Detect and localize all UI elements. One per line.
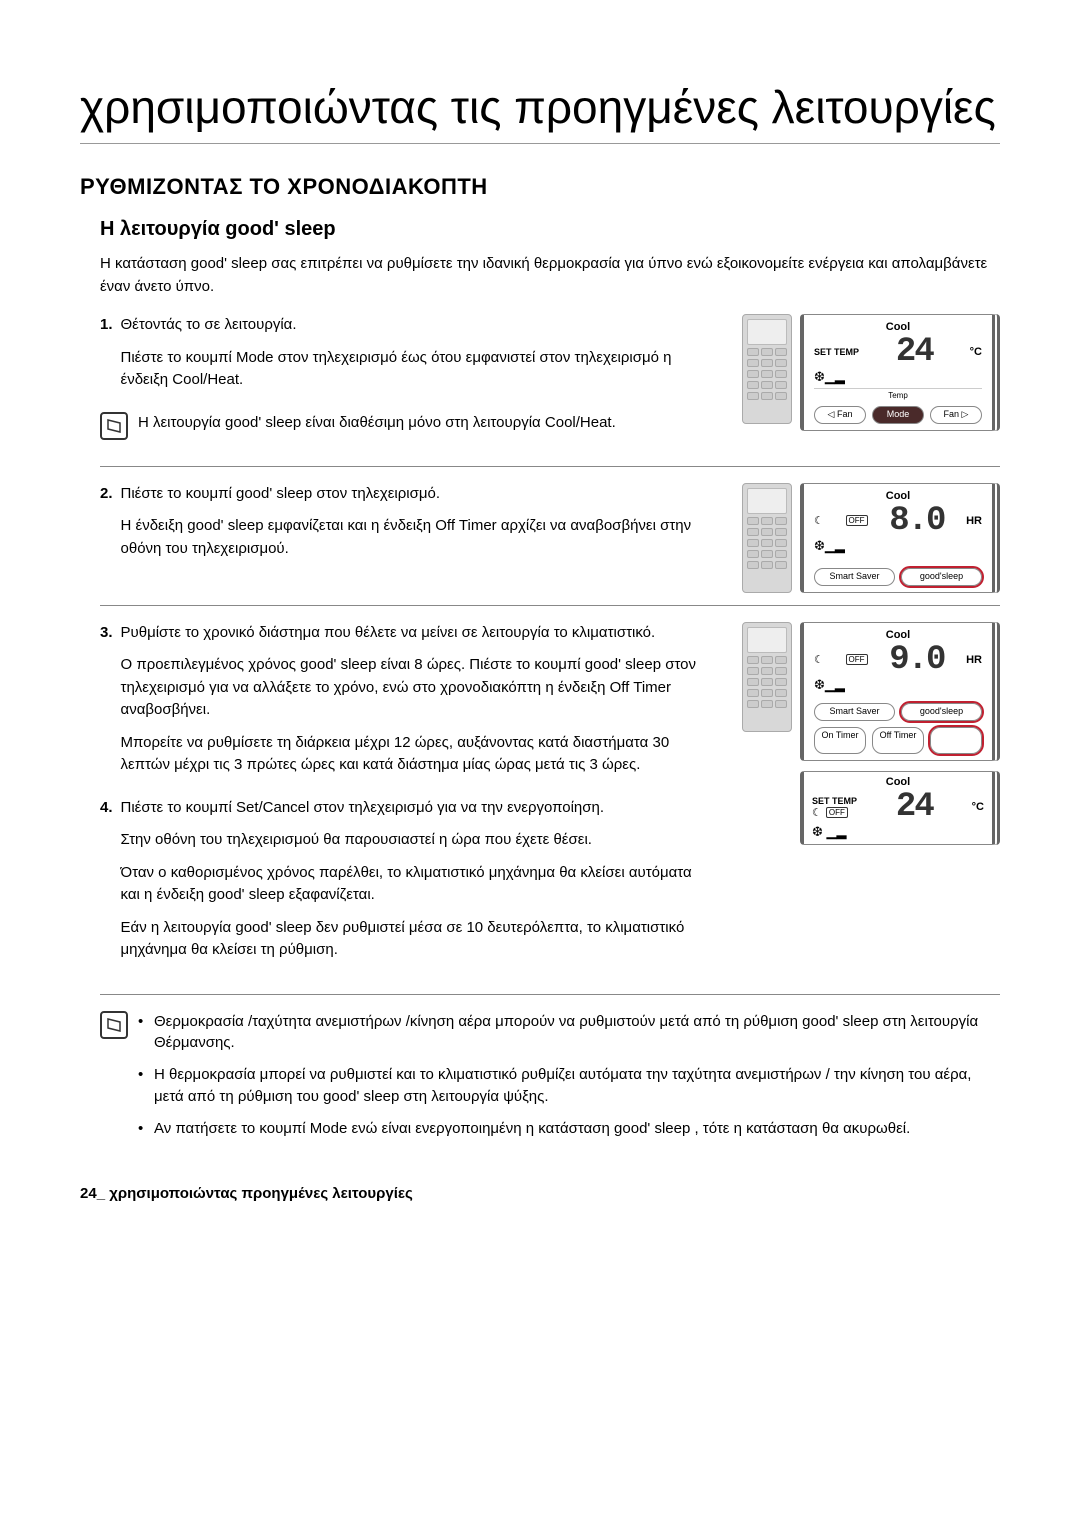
step-body-text: Εάν η λειτουργία good' sleep δεν ρυθμιστ…	[121, 917, 700, 962]
set-cancel-button: Set Cancel	[930, 727, 982, 755]
subsection-heading: Η λειτουργία good' sleep	[100, 218, 1000, 241]
bullet-item: Αν πατήσετε το κουμπί Mode ενώ είναι ενε…	[138, 1118, 1000, 1140]
moon-icon: ☾	[814, 514, 824, 527]
moon-icon: ☾	[812, 806, 822, 819]
hr-label: HR	[966, 654, 982, 666]
unit-label: °C	[970, 346, 982, 358]
step-number: 2.	[100, 483, 113, 571]
bullet-item: Θερμοκρασία /ταχύτητα ανεμιστήρων /κίνησ…	[138, 1011, 1000, 1055]
step-number: 3.	[100, 622, 113, 787]
remote-icon	[742, 483, 792, 593]
intro-text: Η κατάσταση good' sleep σας επιτρέπει να…	[100, 253, 1000, 298]
cool-label: Cool	[814, 629, 982, 641]
seg-value: 9.0	[889, 643, 944, 677]
smart-saver-button: Smart Saver	[814, 703, 895, 721]
fan-left-button: ◁ Fan	[814, 406, 866, 424]
off-badge: OFF	[846, 515, 868, 526]
bullet-item: Η θερμοκρασία μπορεί να ρυθμιστεί και το…	[138, 1064, 1000, 1108]
step-body-text: Όταν ο καθορισμένος χρόνος παρέλθει, το …	[121, 862, 700, 907]
step-body-text: Πιέστε το κουμπί Mode στον τηλεχειρισμό …	[121, 347, 700, 392]
smart-saver-button: Smart Saver	[814, 568, 895, 586]
display-panel: Cool SET TEMP ☾ OFF 24 °C ❆ ▁▂	[800, 771, 1000, 845]
hr-label: HR	[966, 515, 982, 527]
settemp-label: SET TEMP	[812, 796, 857, 806]
remote-icon	[742, 314, 792, 424]
off-badge: OFF	[826, 807, 848, 818]
remote-icon	[742, 622, 792, 732]
seg-value: 24	[896, 790, 933, 824]
mode-button: Mode	[872, 406, 924, 424]
display-panel: Cool ☾ OFF 9.0 HR ❆▁▂ Smart Saver good's…	[800, 622, 1000, 762]
page-number: 24	[80, 1185, 97, 1202]
display-panel: Cool SET TEMP 24 °C ❆▁▂ Temp ◁ Fan Mode …	[800, 314, 1000, 431]
step-lead: Θέτοντάς το σε λειτουργία.	[121, 314, 700, 337]
temp-bar: Temp	[814, 388, 982, 400]
note-icon	[100, 1011, 128, 1039]
separator	[100, 605, 1000, 606]
separator	[100, 466, 1000, 467]
step-body-text: Μπορείτε να ρυθμίσετε τη διάρκεια μέχρι …	[121, 732, 700, 777]
fan-right-button: Fan ▷	[930, 406, 982, 424]
off-badge: OFF	[846, 654, 868, 665]
good-sleep-button: good'sleep	[901, 703, 982, 721]
page-title: χρησιμοποιώντας τις προηγμένες λειτουργί…	[80, 80, 1000, 144]
unit-label: °C	[972, 801, 984, 813]
display-panel: Cool ☾ OFF 8.0 HR ❆▁▂ Smart Saver good's…	[800, 483, 1000, 593]
step-lead: Ρυθμίστε το χρονικό διάστημα που θέλετε …	[121, 622, 700, 645]
good-sleep-button: good'sleep	[901, 568, 982, 586]
fan-level-icon: ❆ ▁▂	[812, 824, 984, 840]
step-number: 4.	[100, 797, 113, 972]
on-timer-button: On Timer	[814, 727, 866, 755]
step-body-text: Ο προεπιλεγμένος χρόνος good' sleep είνα…	[121, 654, 700, 722]
cool-label: Cool	[814, 490, 982, 502]
step-lead: Πιέστε το κουμπί Set/Cancel στον τηλεχει…	[121, 797, 700, 820]
settemp-label: SET TEMP	[814, 347, 859, 357]
page-footer: 24_ χρησιμοποιώντας προηγμένες λειτουργί…	[80, 1185, 1000, 1202]
fan-level-icon: ❆▁▂	[814, 369, 982, 385]
fan-level-icon: ❆▁▂	[814, 538, 982, 554]
step-body-text: Η ένδειξη good' sleep εμφανίζεται και η …	[121, 515, 700, 560]
off-timer-button: Off Timer	[872, 727, 924, 755]
fan-level-icon: ❆▁▂	[814, 677, 982, 693]
step-lead: Πιέστε το κουμπί good' sleep στον τηλεχε…	[121, 483, 700, 506]
moon-icon: ☾	[814, 653, 824, 666]
note-icon	[100, 412, 128, 440]
seg-value: 24	[896, 335, 933, 369]
separator	[100, 994, 1000, 995]
note-text: Η λειτουργία good' sleep είναι διαθέσιμη…	[138, 412, 700, 440]
section-heading: ΡΥΘΜΙΖΟΝΤΑΣ ΤΟ ΧΡΟΝΟΔΙΑΚΟΠΤΗ	[80, 174, 1000, 200]
seg-value: 8.0	[889, 504, 944, 538]
step-number: 1.	[100, 314, 113, 402]
cool-label: Cool	[812, 776, 984, 788]
step-body-text: Στην οθόνη του τηλεχειρισμού θα παρουσια…	[121, 829, 700, 852]
cool-label: Cool	[814, 321, 982, 333]
footer-text: _ χρησιμοποιώντας προηγμένες λειτουργίες	[97, 1185, 413, 1202]
bullet-list: Θερμοκρασία /ταχύτητα ανεμιστήρων /κίνησ…	[138, 1011, 1000, 1150]
